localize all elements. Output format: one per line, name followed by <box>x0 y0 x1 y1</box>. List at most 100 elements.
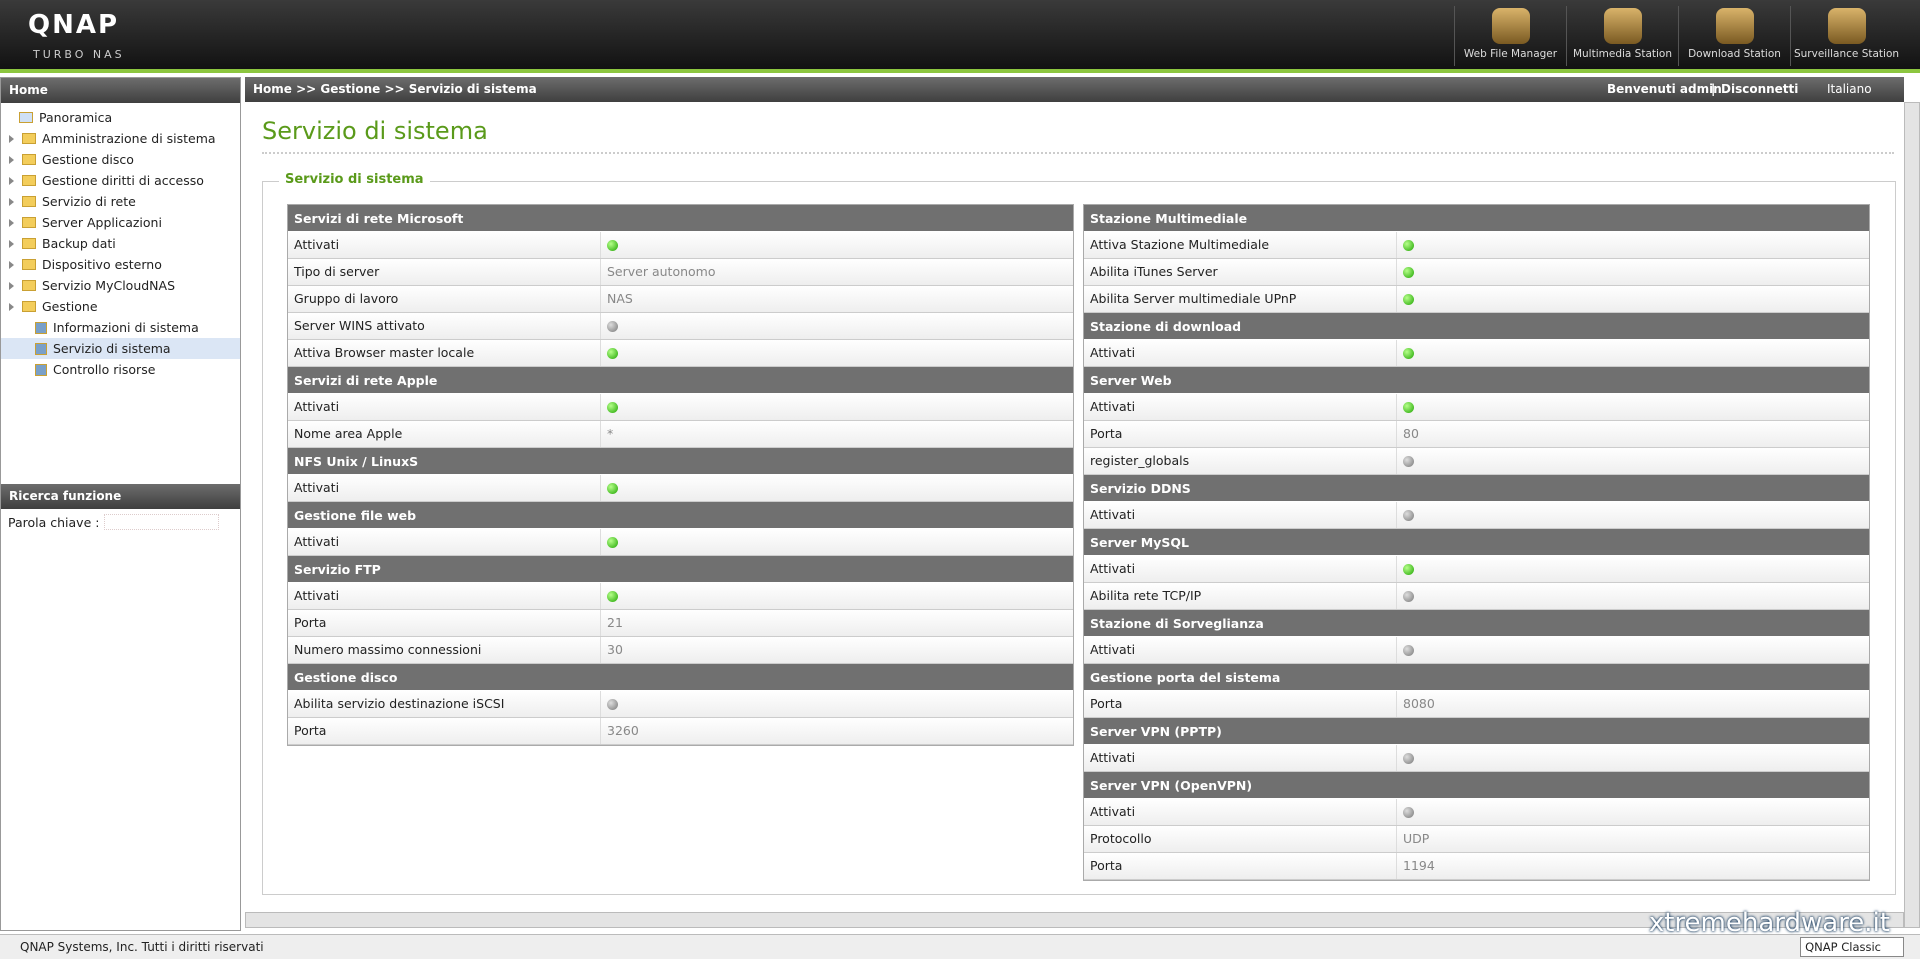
app-launcher[interactable]: Surveillance Station <box>1790 6 1902 66</box>
nav-item[interactable]: Gestione disco <box>1 149 240 170</box>
section-header: Server Web <box>1084 367 1869 394</box>
setting-row: Porta 8080 <box>1084 691 1869 718</box>
setting-row: register_globals <box>1084 448 1869 475</box>
nav-icon <box>22 259 36 270</box>
setting-label: Porta <box>1084 691 1397 717</box>
setting-label: Porta <box>288 610 601 636</box>
value-text: 80 <box>1403 426 1419 441</box>
setting-label: Abilita iTunes Server <box>1084 259 1397 285</box>
search-input[interactable] <box>104 514 220 530</box>
status-dot <box>1403 590 1414 602</box>
value-text: 3260 <box>607 723 639 738</box>
setting-label: Abilita servizio destinazione iSCSI <box>288 691 601 717</box>
nav-label: Informazioni di sistema <box>53 320 199 335</box>
h-scrollbar[interactable] <box>245 912 1904 928</box>
nav-item[interactable]: Backup dati <box>1 233 240 254</box>
value-text: UDP <box>1403 831 1430 846</box>
expander <box>9 239 18 248</box>
status-dot <box>607 536 618 548</box>
nav-label: Gestione <box>42 299 98 314</box>
section-header: Gestione disco <box>288 664 1073 691</box>
status-dot <box>1403 266 1414 278</box>
nav-item[interactable]: Servizio di sistema <box>1 338 240 359</box>
setting-label: Attivati <box>288 394 601 420</box>
language[interactable]: Italiano <box>1827 82 1872 96</box>
setting-value <box>1397 286 1414 312</box>
setting-row: Attivati <box>288 232 1073 259</box>
setting-row: Attivati <box>1084 637 1869 664</box>
setting-row: Attivati <box>1084 745 1869 772</box>
value-text: 8080 <box>1403 696 1435 711</box>
nav-item[interactable]: Gestione <box>1 296 240 317</box>
setting-label: Abilita Server multimediale UPnP <box>1084 286 1397 312</box>
nav-item[interactable]: Controllo risorse <box>1 359 240 380</box>
settings-column: Servizi di rete Microsoft Attivati Tipo di… <box>287 204 1074 746</box>
status-dot <box>607 347 618 359</box>
nav-icon <box>19 112 33 123</box>
nav-icon <box>22 238 36 249</box>
setting-value: 21 <box>601 610 623 636</box>
app-launcher[interactable]: Download Station <box>1678 6 1790 66</box>
nav-item[interactable]: Amministrazione di sistema <box>1 128 240 149</box>
brand: QNAP <box>28 10 120 40</box>
section-header: Gestione porta del sistema <box>1084 664 1869 691</box>
setting-row: Numero massimo connessioni 30 <box>288 637 1073 664</box>
topbar: Home >> Gestione >> Servizio di sistema … <box>245 77 1904 102</box>
nav-icon <box>22 175 36 186</box>
theme-select[interactable]: QNAP Classic <box>1800 937 1904 957</box>
setting-row: Attivati <box>288 583 1073 610</box>
logout[interactable]: Disconnetti <box>1721 82 1799 96</box>
nav-item[interactable]: Informazioni di sistema <box>1 317 240 338</box>
setting-row: Porta 3260 <box>288 718 1073 745</box>
setting-value: 3260 <box>601 718 639 744</box>
setting-label: register_globals <box>1084 448 1397 474</box>
status-dot <box>607 590 618 602</box>
app-launcher[interactable]: Multimedia Station <box>1566 6 1678 66</box>
expander <box>9 134 18 143</box>
search-title: Ricerca funzione <box>1 484 240 509</box>
app-launcher[interactable]: Web File Manager <box>1454 6 1566 66</box>
setting-row: Attivati <box>288 529 1073 556</box>
value-text: 21 <box>607 615 623 630</box>
nav-label: Gestione diritti di accesso <box>42 173 204 188</box>
nav-item[interactable]: Panoramica <box>1 107 240 128</box>
setting-row: Attivati <box>1084 340 1869 367</box>
nav-icon <box>22 154 36 165</box>
nav-item[interactable]: Servizio di rete <box>1 191 240 212</box>
setting-value <box>1397 232 1414 258</box>
setting-label: Abilita rete TCP/IP <box>1084 583 1397 609</box>
setting-row: Gruppo di lavoro NAS <box>288 286 1073 313</box>
watermark: xtremehardware.it <box>1648 908 1890 938</box>
nav-item[interactable]: Server Applicazioni <box>1 212 240 233</box>
welcome: Benvenuti admin <box>1607 82 1722 96</box>
expander <box>9 218 18 227</box>
setting-value: NAS <box>601 286 633 312</box>
setting-row: Tipo di server Server autonomo <box>288 259 1073 286</box>
setting-value <box>1397 583 1414 609</box>
nav-item[interactable]: Dispositivo esterno <box>1 254 240 275</box>
setting-value <box>1397 448 1414 474</box>
setting-value: UDP <box>1397 826 1429 852</box>
value-text: NAS <box>607 291 633 306</box>
setting-value: * <box>601 421 613 447</box>
subbrand: TURBO NAS <box>33 48 125 61</box>
setting-label: Attivati <box>1084 799 1397 825</box>
value-text: * <box>607 426 614 441</box>
setting-row: Attiva Browser master locale <box>288 340 1073 367</box>
setting-label: Attivati <box>288 475 601 501</box>
app-icon <box>1715 8 1754 44</box>
status-dot <box>1403 806 1414 818</box>
expander <box>9 281 18 290</box>
search: Parola chiave : <box>8 514 220 530</box>
setting-value <box>601 340 618 366</box>
nav-item[interactable]: Gestione diritti di accesso <box>1 170 240 191</box>
setting-row: Abilita rete TCP/IP <box>1084 583 1869 610</box>
setting-row: Abilita iTunes Server <box>1084 259 1869 286</box>
setting-label: Attivati <box>1084 340 1397 366</box>
v-scrollbar[interactable] <box>1904 102 1920 928</box>
panel-title: Servizio di sistema <box>279 172 430 187</box>
status-dot <box>1403 509 1414 521</box>
nav-item[interactable]: Servizio MyCloudNAS <box>1 275 240 296</box>
status-dot <box>607 320 618 332</box>
